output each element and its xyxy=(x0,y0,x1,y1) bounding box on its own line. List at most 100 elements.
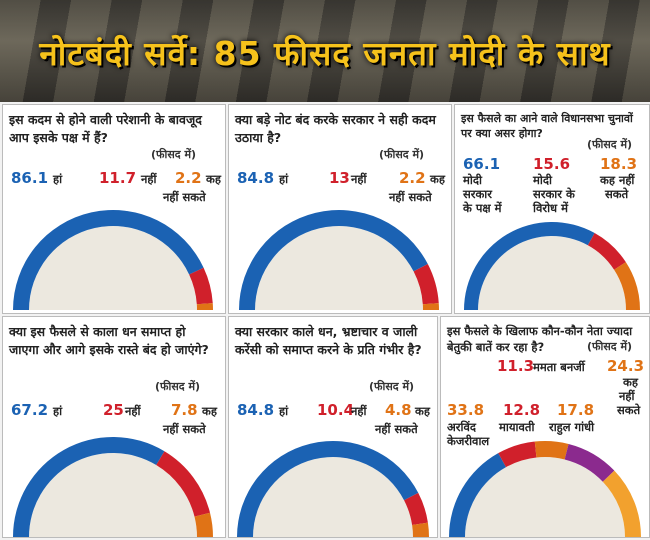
donut-slice xyxy=(614,262,640,310)
cant-say-label-1: कह नहीं xyxy=(600,173,635,187)
unit-label: (फीसद में) xyxy=(379,148,425,161)
donut-slice xyxy=(404,492,428,525)
cant-say-label-2: सकते xyxy=(605,187,629,201)
cant-say-label: कह xyxy=(206,172,221,186)
kejriwal-label-2: केजरीवाल xyxy=(447,434,490,448)
mamata-value: 11.3 xyxy=(497,357,535,375)
effect-favor-label-3: के पक्ष में xyxy=(463,201,502,215)
yes-label: हां xyxy=(53,404,63,418)
rahul-value: 17.8 xyxy=(557,401,595,419)
survey-panel-1: इस कदम से होने वाली परेशानी के बावजूद आप… xyxy=(2,104,226,314)
donut-slice xyxy=(602,470,641,537)
cant-say-label: कह xyxy=(430,172,445,186)
donut-slice xyxy=(237,441,419,537)
cant-say-label-3: सकते xyxy=(617,403,641,417)
no-value: 25 xyxy=(103,401,124,419)
effect-against-label-1: मोदी xyxy=(533,173,552,187)
unit-label: (फीसद में) xyxy=(587,340,633,353)
cant-say-value: 24.3 xyxy=(607,357,645,375)
question: इस कदम से होने वाली परेशानी के बावजूद आप… xyxy=(9,112,202,145)
effect-favor-value: 66.1 xyxy=(463,155,501,173)
rahul-label: राहुल गांधी xyxy=(549,420,595,434)
cant-say-label-2: नहीं सकते xyxy=(389,190,432,204)
survey-panel-4: क्या इस फैसले से काला धन समाप्त हो जाएगा… xyxy=(2,316,226,538)
donut-chart xyxy=(464,222,640,310)
question: क्या सरकार काले धन, भ्रष्टाचार व जाली कर… xyxy=(235,324,422,357)
chart-inner-area xyxy=(29,226,197,310)
question: क्या इस फैसले से काला धन समाप्त हो जाएगा… xyxy=(9,324,209,357)
effect-against-value: 15.6 xyxy=(533,155,571,173)
donut-slice xyxy=(464,222,595,310)
donut-chart xyxy=(237,441,429,537)
no-label: नहीं xyxy=(351,172,367,186)
yes-value: 86.1 xyxy=(11,169,49,187)
question: इस फैसले का आने वाले विधानसभा चुनावों पर… xyxy=(461,112,633,140)
donut-slice xyxy=(189,267,213,305)
no-label: नहीं xyxy=(141,172,157,186)
no-label: नहीं xyxy=(125,404,141,418)
donut-slice xyxy=(194,512,213,537)
main-title: नोटबंदी सर्वे: 85 फीसद जनता मोदी के साथ xyxy=(39,34,611,73)
donut-slice xyxy=(413,264,439,305)
effect-against-label-2: सरकार के xyxy=(533,187,575,201)
yes-label: हां xyxy=(279,404,289,418)
cant-say-value: 4.8 xyxy=(385,401,412,419)
survey-panel-6: इस फैसले के खिलाफ कौन-कौन नेता ज्यादा बे… xyxy=(440,316,650,538)
effect-favor-label-1: मोदी xyxy=(463,173,482,187)
kejriwal-value: 33.8 xyxy=(447,401,485,419)
cant-say-label-2: नहीं xyxy=(619,389,635,403)
mayawati-value: 12.8 xyxy=(503,401,541,419)
yes-label: हां xyxy=(279,172,289,186)
cant-say-label-1: कह xyxy=(623,375,638,389)
chart-inner-area xyxy=(29,453,197,537)
unit-label: (फीसद में) xyxy=(151,148,197,161)
cant-say-label: कह xyxy=(202,404,217,418)
chart-inner-area xyxy=(465,457,625,537)
yes-value: 84.8 xyxy=(237,169,275,187)
survey-panel-3: इस फैसले का आने वाले विधानसभा चुनावों पर… xyxy=(454,104,650,314)
chart-inner-area xyxy=(255,226,423,310)
cant-say-label-2: नहीं सकते xyxy=(163,422,206,436)
no-label: नहीं xyxy=(351,404,367,418)
question: क्या बड़े नोट बंद करके सरकार ने सही कदम … xyxy=(235,112,436,145)
donut-slice xyxy=(239,210,428,310)
no-value: 10.4 xyxy=(317,401,355,419)
no-value: 13 xyxy=(329,169,350,187)
donut-chart xyxy=(449,441,641,537)
donut-slice xyxy=(422,303,439,310)
donut-slice xyxy=(13,210,204,310)
yes-value: 67.2 xyxy=(11,401,49,419)
cant-say-value: 2.2 xyxy=(399,169,426,187)
chart-inner-area xyxy=(478,236,626,310)
survey-panel-5: क्या सरकार काले धन, भ्रष्टाचार व जाली कर… xyxy=(228,316,438,538)
unit-label: (फीसद में) xyxy=(587,138,633,151)
cant-say-value: 2.2 xyxy=(175,169,202,187)
title-banner: नोटबंदी सर्वे: 85 फीसद जनता मोदी के साथ xyxy=(0,0,650,102)
cant-say-label: कह xyxy=(415,404,430,418)
yes-value: 84.8 xyxy=(237,401,275,419)
mayawati-label: मायावती xyxy=(499,420,535,434)
donut-slice xyxy=(498,441,537,468)
survey-panel-2: क्या बड़े नोट बंद करके सरकार ने सही कदम … xyxy=(228,104,452,314)
donut-slice xyxy=(13,436,165,537)
cant-say-value: 18.3 xyxy=(600,155,638,173)
cant-say-label-2: नहीं सकते xyxy=(163,190,206,204)
donut-slice xyxy=(587,233,626,270)
unit-label: (फीसद में) xyxy=(369,380,415,393)
donut-chart xyxy=(13,436,213,537)
effect-against-label-3: विरोध में xyxy=(533,201,569,215)
no-value: 11.7 xyxy=(99,169,137,187)
donut-slice xyxy=(156,451,211,517)
banner-background xyxy=(0,0,650,102)
chart-inner-area xyxy=(253,457,413,537)
donut-chart xyxy=(239,210,439,310)
cant-say-label-2: नहीं सकते xyxy=(375,422,418,436)
mamata-label: ममता बनर्जी xyxy=(533,360,585,374)
donut-slice xyxy=(564,443,615,482)
donut-slice xyxy=(196,303,213,310)
question: इस फैसले के खिलाफ कौन-कौन नेता ज्यादा बे… xyxy=(447,324,633,354)
effect-favor-label-2: सरकार xyxy=(463,187,492,201)
donut-slice xyxy=(534,441,569,460)
yes-label: हां xyxy=(53,172,63,186)
donut-slice xyxy=(412,522,429,537)
